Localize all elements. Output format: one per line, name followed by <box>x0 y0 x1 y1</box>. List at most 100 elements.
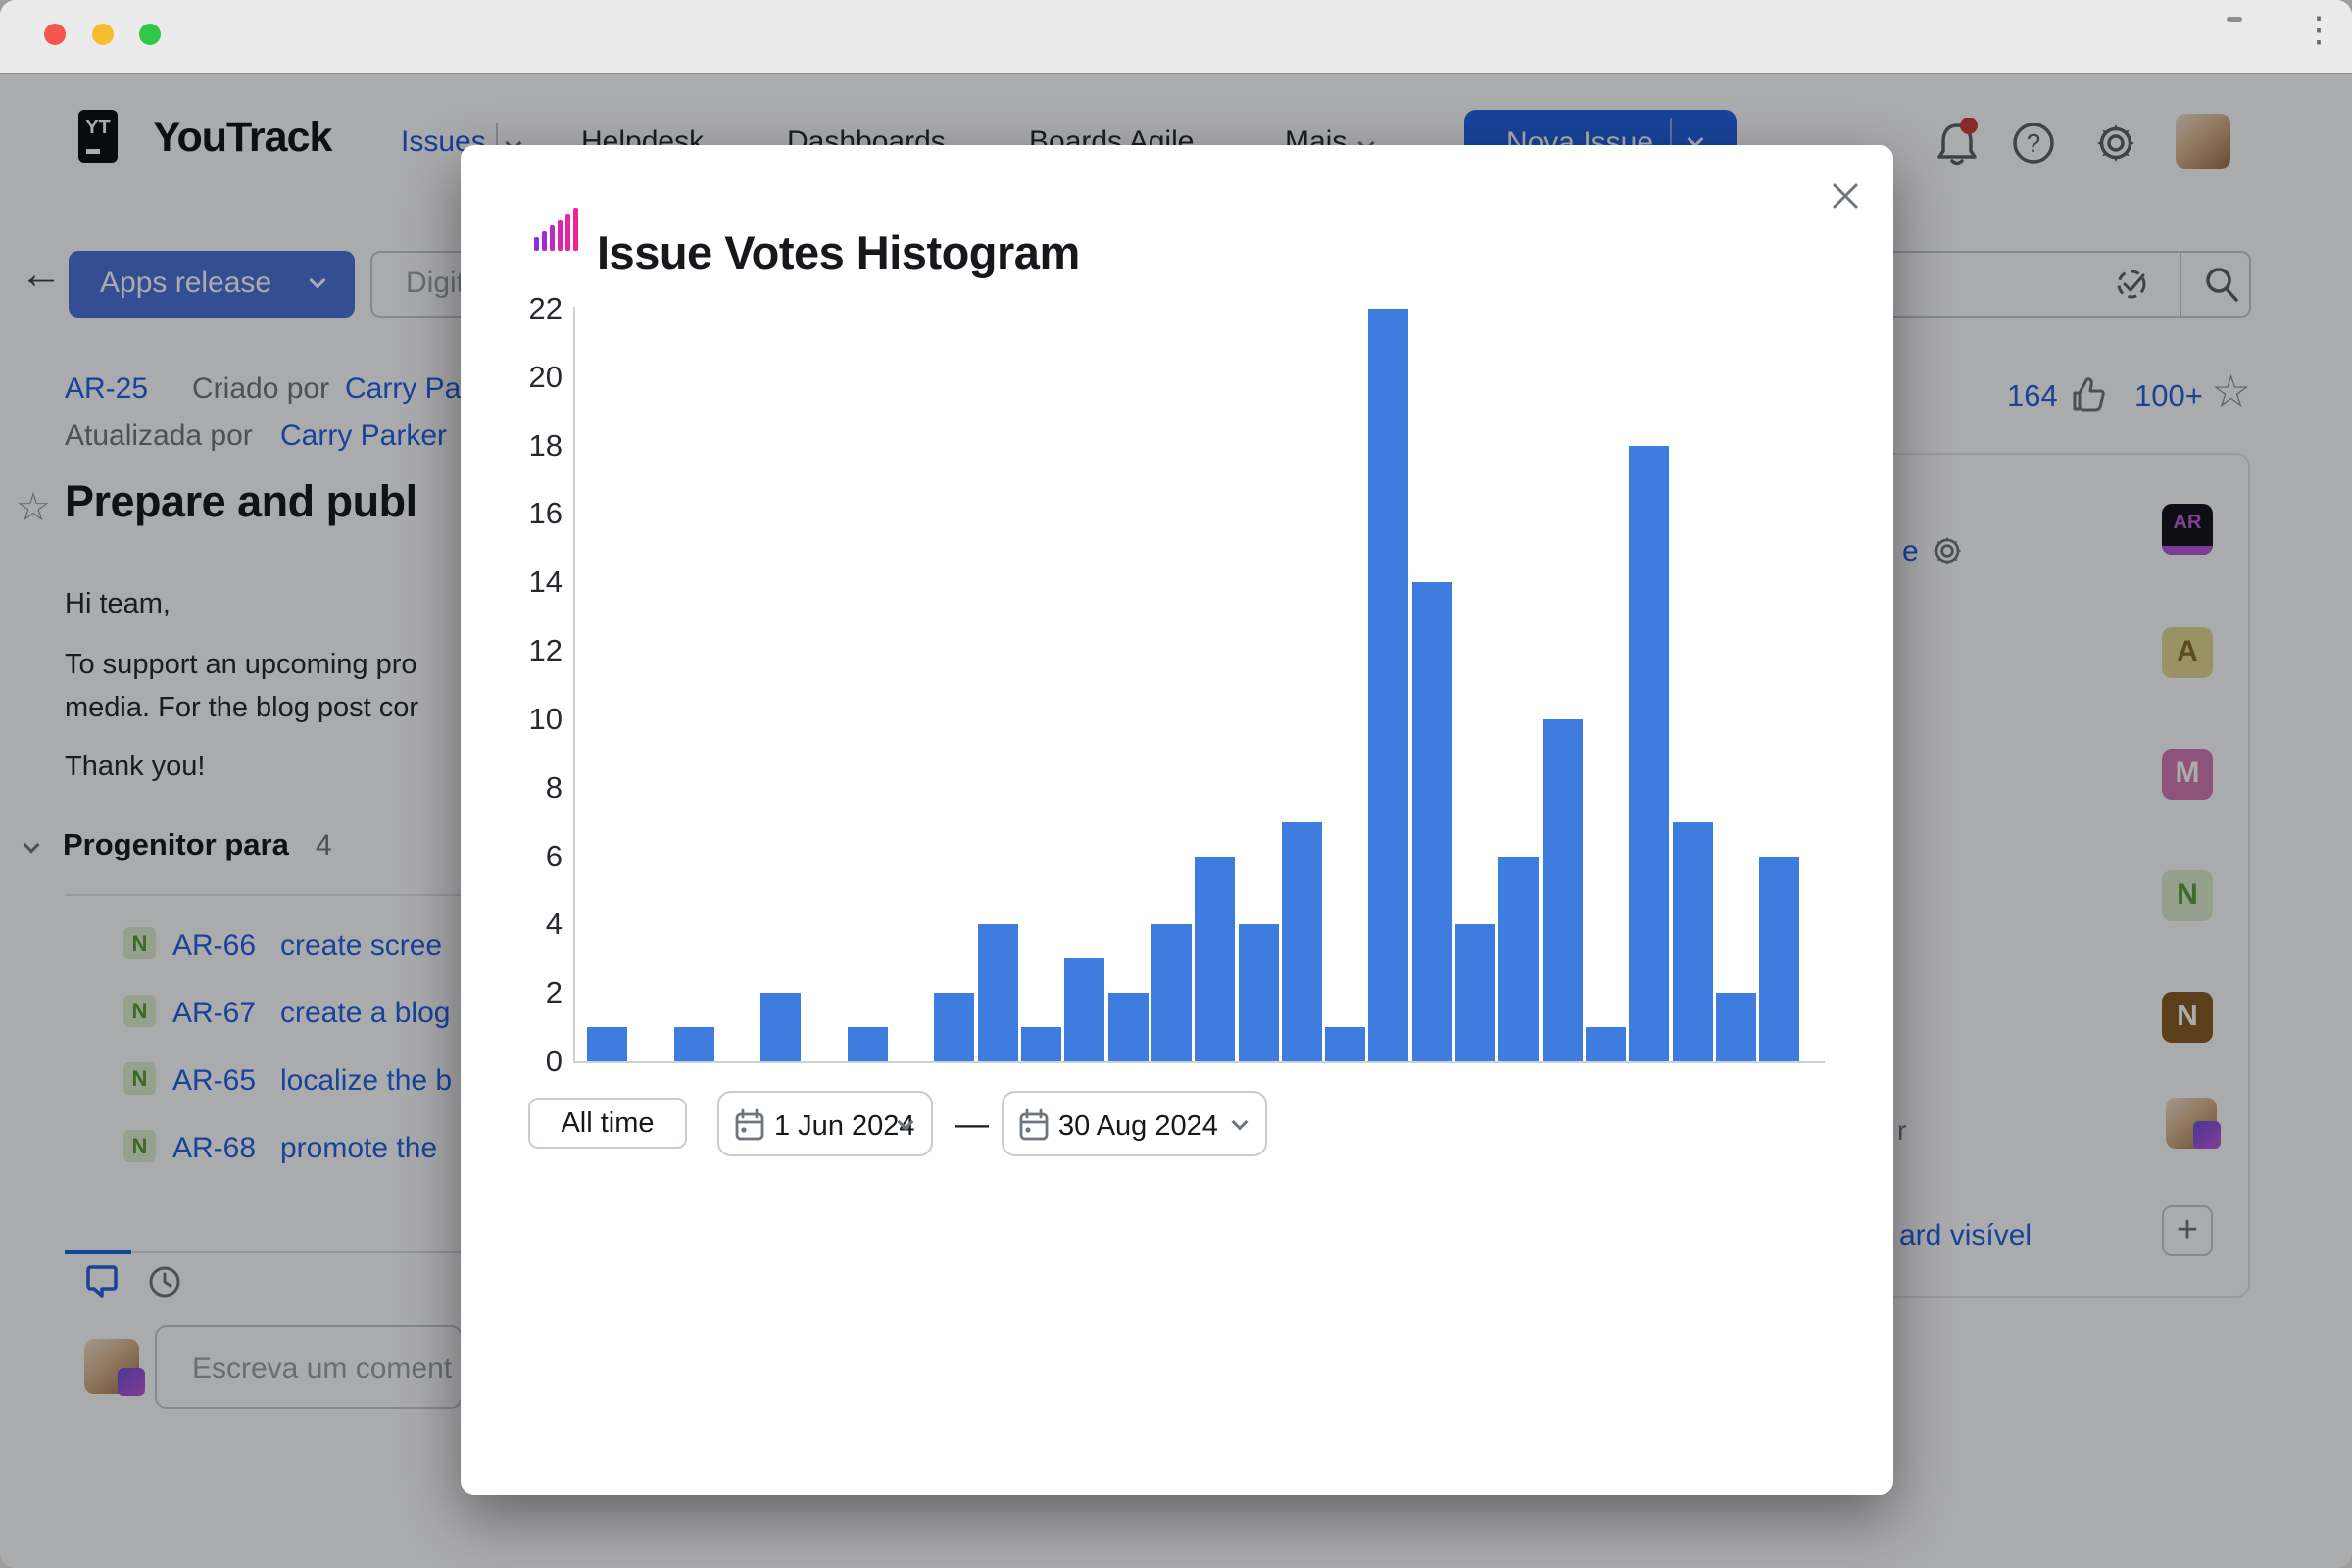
thumbs-up-icon[interactable] <box>2068 374 2109 416</box>
histogram-bar <box>1455 924 1495 1061</box>
range-separator: — <box>956 1105 989 1143</box>
search-divider <box>2180 253 2181 316</box>
logo-underscore <box>86 149 100 154</box>
histogram-bar <box>1368 309 1409 1061</box>
subtask-link[interactable]: AR-68 <box>172 1132 257 1164</box>
histogram-bar <box>847 1027 888 1061</box>
updated-by-link[interactable]: Carry Parker <box>280 419 448 452</box>
back-arrow-icon[interactable]: ← <box>20 250 63 298</box>
field-avatar[interactable]: M <box>2162 749 2213 800</box>
field-avatar[interactable]: N <box>2162 992 2213 1043</box>
histogram-icon-bar <box>542 231 547 251</box>
histogram-bar <box>1498 856 1540 1061</box>
panel-text-fragment: e <box>1902 535 1919 567</box>
histogram-bar <box>977 924 1018 1061</box>
field-avatar[interactable]: A <box>2162 627 2213 678</box>
histogram-bar <box>1672 821 1713 1061</box>
search-icon[interactable] <box>2201 263 2242 306</box>
histogram-bar <box>1715 993 1756 1061</box>
star-issue-icon[interactable]: ☆ <box>16 486 51 529</box>
smart-search-icon[interactable] <box>2113 265 2152 304</box>
board-visible-link[interactable]: ard visível <box>1899 1219 2033 1251</box>
close-icon[interactable] <box>1829 179 1862 213</box>
subtasks-count: 4 <box>316 829 332 861</box>
brand-title: YouTrack <box>153 114 332 161</box>
x-axis-line <box>573 1061 1825 1063</box>
y-axis-tick: 16 <box>528 496 563 531</box>
y-axis-tick: 8 <box>545 769 563 805</box>
histogram-bar <box>1238 924 1279 1061</box>
histogram-icon-bar <box>534 237 539 251</box>
issue-votes-histogram-modal: Issue Votes Histogram 0 2 4 6 8 10 12 14 16 18 20 2… <box>461 145 1893 1494</box>
assignee-avatar[interactable]: AR <box>2162 504 2213 555</box>
histogram-bar <box>1151 924 1192 1061</box>
histogram-bar <box>1585 1027 1626 1061</box>
user-avatar[interactable] <box>2176 114 2230 169</box>
date-from-field[interactable]: 1 Jun 2024 <box>717 1091 933 1156</box>
project-selector-label: Apps release <box>100 267 272 299</box>
subtask-link[interactable]: AR-67 <box>172 997 257 1029</box>
date-to-field[interactable]: 30 Aug 2024 <box>1002 1091 1267 1156</box>
subtask-link[interactable]: AR-66 <box>172 929 257 961</box>
subtask-title[interactable]: localize the b <box>280 1064 453 1097</box>
histogram-plot <box>573 309 1825 1061</box>
y-axis-tick: 4 <box>545 906 563 942</box>
project-selector-button[interactable]: Apps release <box>69 251 355 318</box>
settings-gear-icon[interactable] <box>2091 118 2140 169</box>
chevron-down-icon <box>1231 1113 1249 1131</box>
avatar-initials: AR <box>2173 512 2202 533</box>
field-avatar[interactable]: N <box>2162 870 2213 921</box>
avatar-initials: A <box>2177 635 2198 667</box>
maximize-traffic-light[interactable] <box>139 24 161 45</box>
tabs-divider <box>65 1251 463 1253</box>
histogram-bar <box>1759 856 1800 1061</box>
split-button-divider <box>1670 118 1672 169</box>
history-tab-icon[interactable] <box>147 1264 182 1299</box>
y-axis-tick-labels: 0 2 4 6 8 10 12 14 16 18 20 22 <box>484 291 563 1078</box>
votes-count[interactable]: 164 <box>2007 378 2058 413</box>
y-axis-tick: 20 <box>528 359 563 394</box>
subtask-title[interactable]: promote the <box>280 1132 438 1164</box>
y-axis-tick: 6 <box>545 838 563 873</box>
calendar-icon <box>735 1108 764 1141</box>
updated-label: Atualizada por <box>65 419 253 452</box>
panel-gear-icon[interactable] <box>1929 531 1966 570</box>
logo-monogram: YT <box>85 117 111 138</box>
help-icon[interactable]: ? <box>2009 118 2058 169</box>
close-traffic-light[interactable] <box>44 24 66 45</box>
issue-id[interactable]: AR-25 <box>65 372 149 405</box>
all-time-label: All time <box>561 1107 655 1139</box>
histogram-bar <box>673 1027 714 1061</box>
subtask-title[interactable]: create scree <box>280 929 443 961</box>
minimize-traffic-light[interactable] <box>92 24 114 45</box>
app-badge-icon <box>118 1368 145 1396</box>
created-by-link[interactable]: Carry Pa <box>345 372 462 405</box>
histogram-icon-bar <box>558 220 563 251</box>
date-from-value: 1 Jun 2024 <box>774 1110 915 1142</box>
window-dash-icon <box>2227 17 2242 22</box>
star-watch-icon[interactable]: ☆ <box>2211 366 2252 416</box>
add-field-button[interactable]: + <box>2162 1205 2213 1256</box>
date-to-value: 30 Aug 2024 <box>1058 1110 1218 1142</box>
y-axis-line <box>573 307 575 1063</box>
youtrack-logo[interactable]: YT <box>51 92 141 182</box>
histogram-icon-bar <box>573 208 578 251</box>
window-titlebar: ⋮ <box>0 0 2352 74</box>
issue-body-closing: Thank you! <box>65 751 206 782</box>
all-time-button[interactable]: All time <box>528 1098 687 1149</box>
modal-title: Issue Votes Histogram <box>597 226 1080 278</box>
histogram-icon-bar <box>550 225 555 251</box>
avatar-initials: N <box>2177 878 2198 910</box>
comments-tab-icon[interactable] <box>82 1262 122 1301</box>
notifications-bell-icon[interactable] <box>1933 118 1982 169</box>
subtask-link[interactable]: AR-65 <box>172 1064 257 1097</box>
kebab-menu-icon[interactable]: ⋮ <box>2301 9 2336 49</box>
histogram-bar <box>1195 856 1236 1061</box>
y-axis-tick: 10 <box>528 701 563 736</box>
issue-body-line: To support an upcoming pro <box>65 649 417 680</box>
subtask-title[interactable]: create a blog <box>280 997 451 1029</box>
comment-input[interactable] <box>155 1325 463 1409</box>
divider <box>65 894 463 896</box>
stars-count[interactable]: 100+ <box>2134 378 2203 413</box>
